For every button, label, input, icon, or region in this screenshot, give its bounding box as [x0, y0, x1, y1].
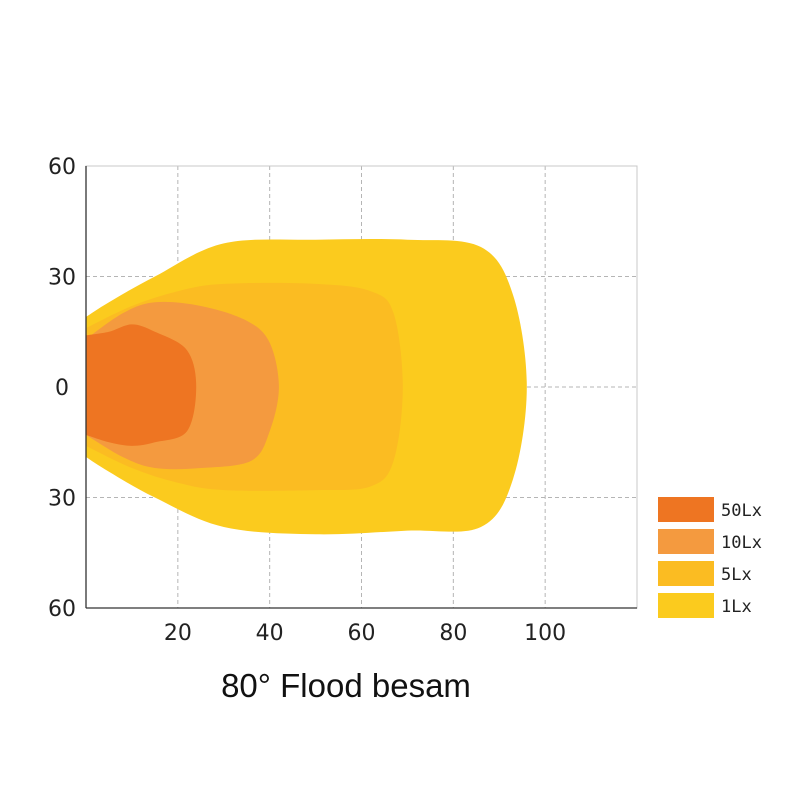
x-tick-label: 100 — [524, 621, 566, 646]
legend-swatch-5lx — [658, 561, 714, 586]
y-tick-label: 30 — [48, 487, 76, 512]
chart-title: 80° Flood besam — [221, 667, 471, 704]
legend-label-10lx: 10Lx — [721, 533, 762, 553]
x-tick-label: 80 — [439, 621, 467, 646]
legend-label-1lx: 1Lx — [721, 597, 752, 617]
y-tick-label: 0 — [55, 376, 69, 401]
legend-swatch-10lx — [658, 529, 714, 554]
x-tick-label: 20 — [164, 621, 192, 646]
x-tick-label: 40 — [256, 621, 284, 646]
legend-label-5lx: 5Lx — [721, 565, 752, 585]
area-50lx — [86, 324, 197, 446]
tick-labels: 20 40 60 80 100 60 30 0 30 60 — [48, 155, 566, 646]
legend-swatch-50lx — [658, 497, 714, 522]
y-tick-label: 60 — [48, 597, 76, 622]
beam-areas — [86, 238, 527, 535]
legend: 50Lx 10Lx 5Lx 1Lx — [658, 497, 762, 618]
legend-label-50lx: 50Lx — [721, 501, 762, 521]
x-tick-label: 60 — [348, 621, 376, 646]
y-tick-label: 30 — [48, 266, 76, 291]
legend-swatch-1lx — [658, 593, 714, 618]
y-tick-label: 60 — [48, 155, 76, 180]
